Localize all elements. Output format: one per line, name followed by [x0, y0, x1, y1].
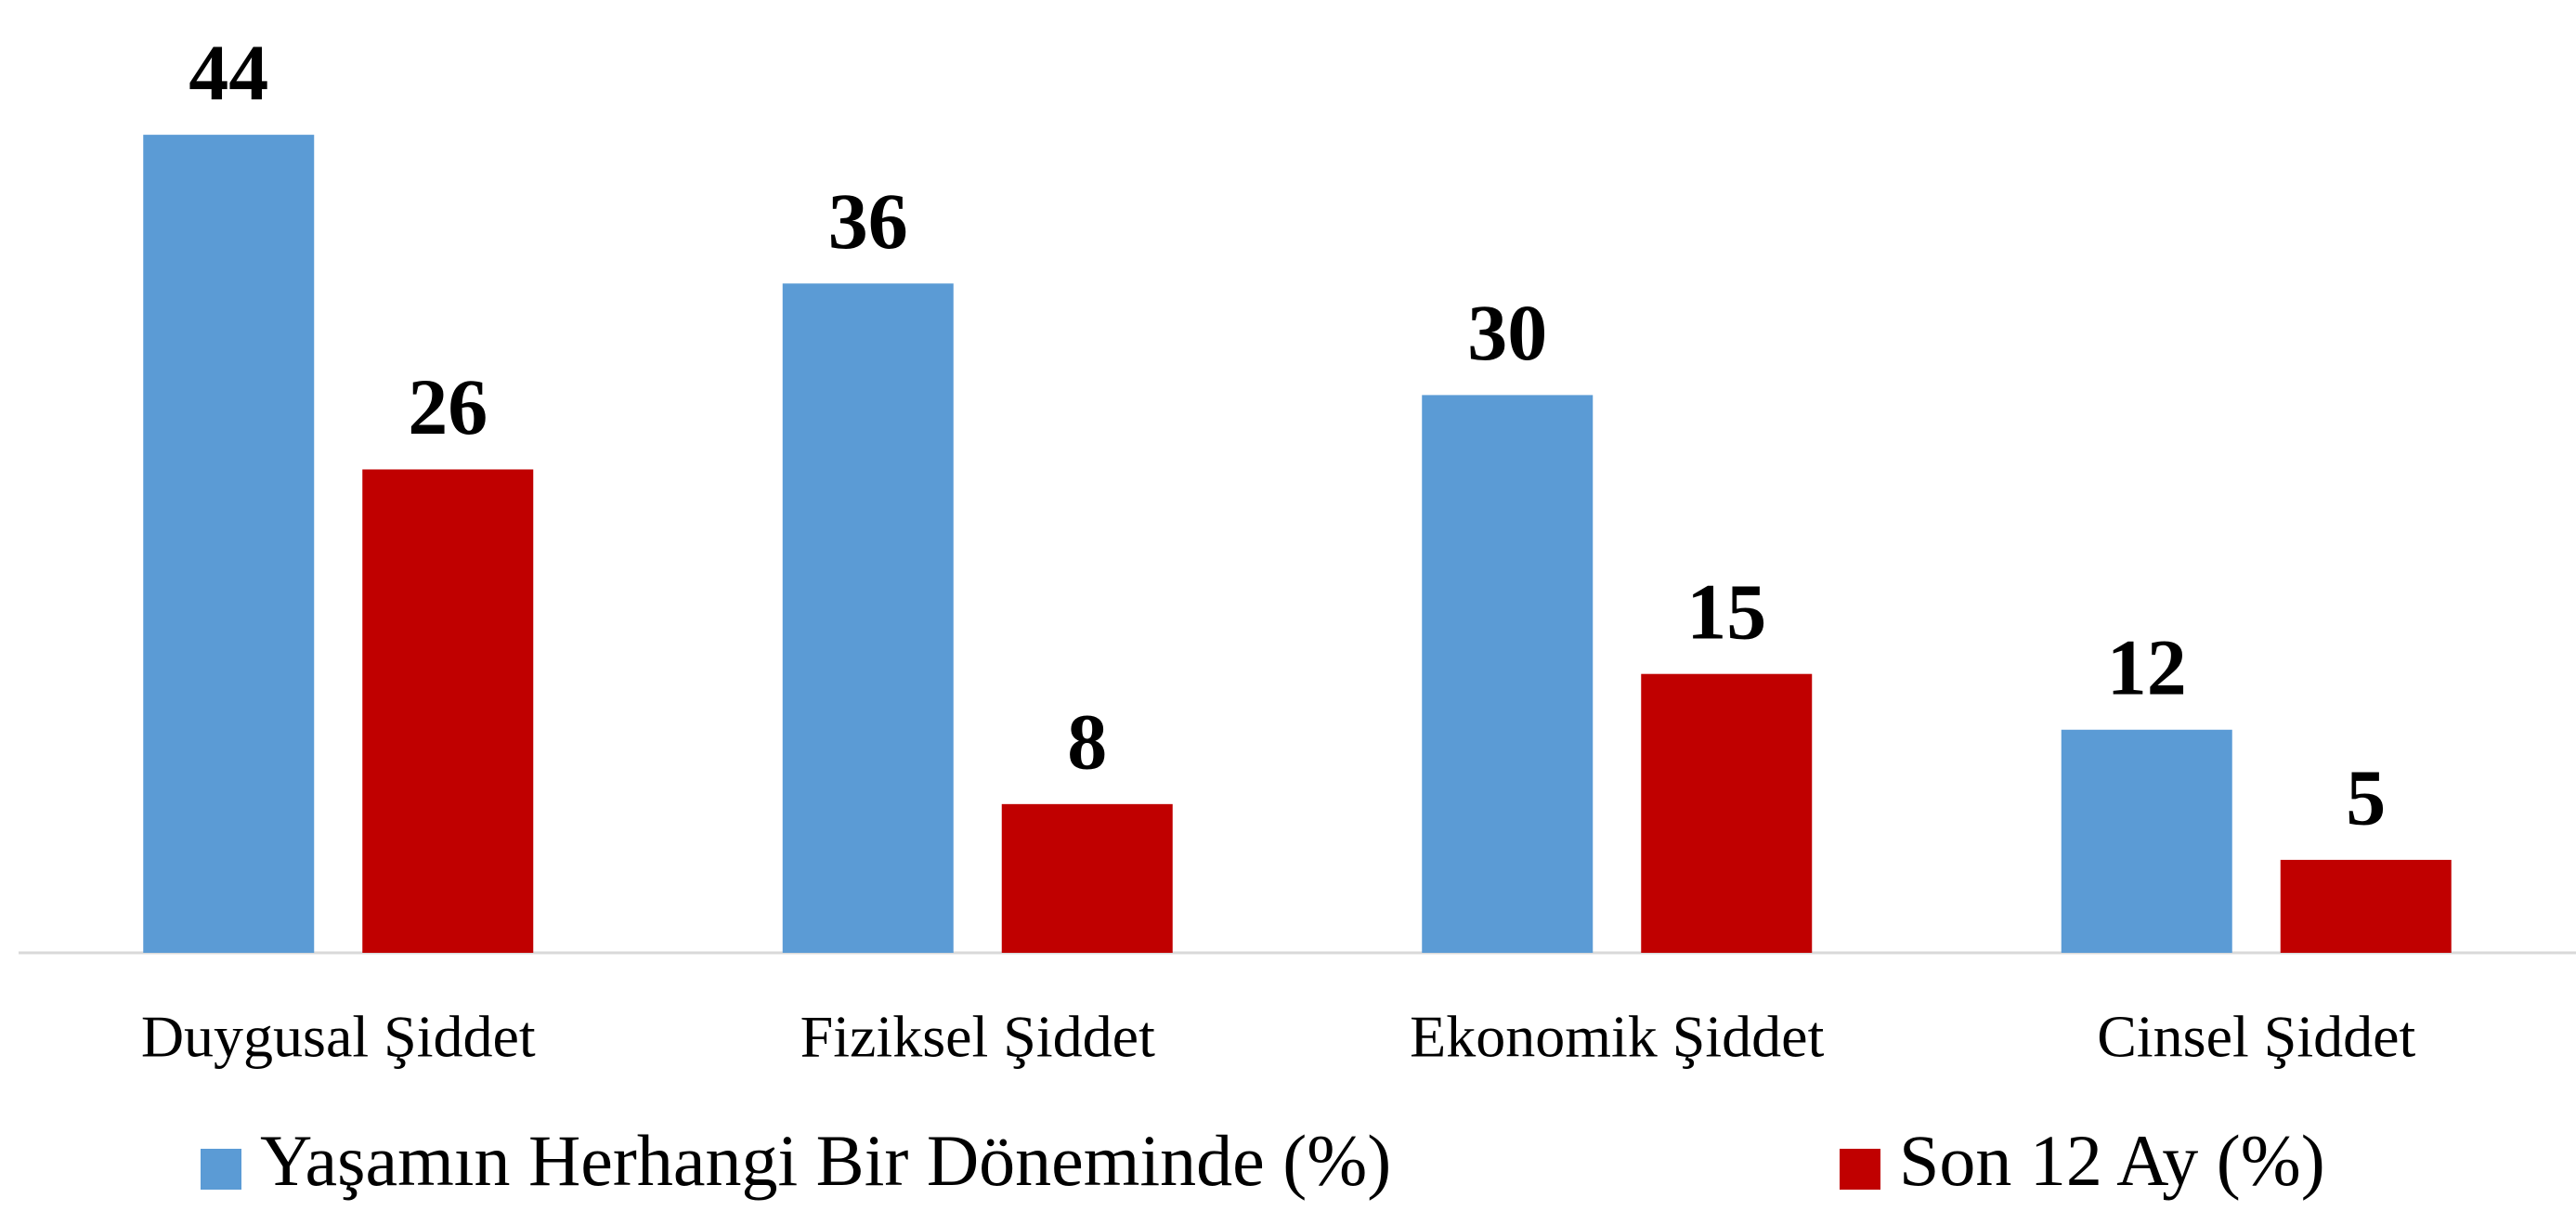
bar [782, 283, 954, 953]
value-label: 26 [408, 362, 488, 451]
bar [143, 135, 315, 953]
bar [1422, 395, 1594, 953]
bar [1001, 803, 1173, 953]
legend-label: Son 12 Ay (%) [1899, 1120, 2325, 1201]
value-label: 5 [2346, 753, 2386, 842]
x-tick-label: Duygusal Şiddet [141, 1004, 536, 1070]
value-label: 15 [1686, 566, 1766, 656]
value-label: 12 [2107, 622, 2187, 711]
bar [2061, 729, 2232, 953]
value-label: 8 [1067, 697, 1107, 787]
x-tick-label: Cinsel Şiddet [2097, 1004, 2415, 1070]
legend-label: Yaşamın Herhangi Bir Döneminde (%) [260, 1120, 1391, 1201]
bar [2280, 859, 2452, 953]
x-tick-label: Fiziksel Şiddet [800, 1004, 1155, 1070]
value-label: 36 [828, 176, 908, 266]
bar [362, 469, 534, 954]
legend-swatch [1840, 1149, 1880, 1190]
bar [1641, 673, 1813, 953]
value-label: 30 [1467, 288, 1547, 377]
legend-swatch [201, 1149, 241, 1190]
value-label: 44 [189, 28, 268, 117]
x-tick-label: Ekonomik Şiddet [1410, 1004, 1824, 1070]
